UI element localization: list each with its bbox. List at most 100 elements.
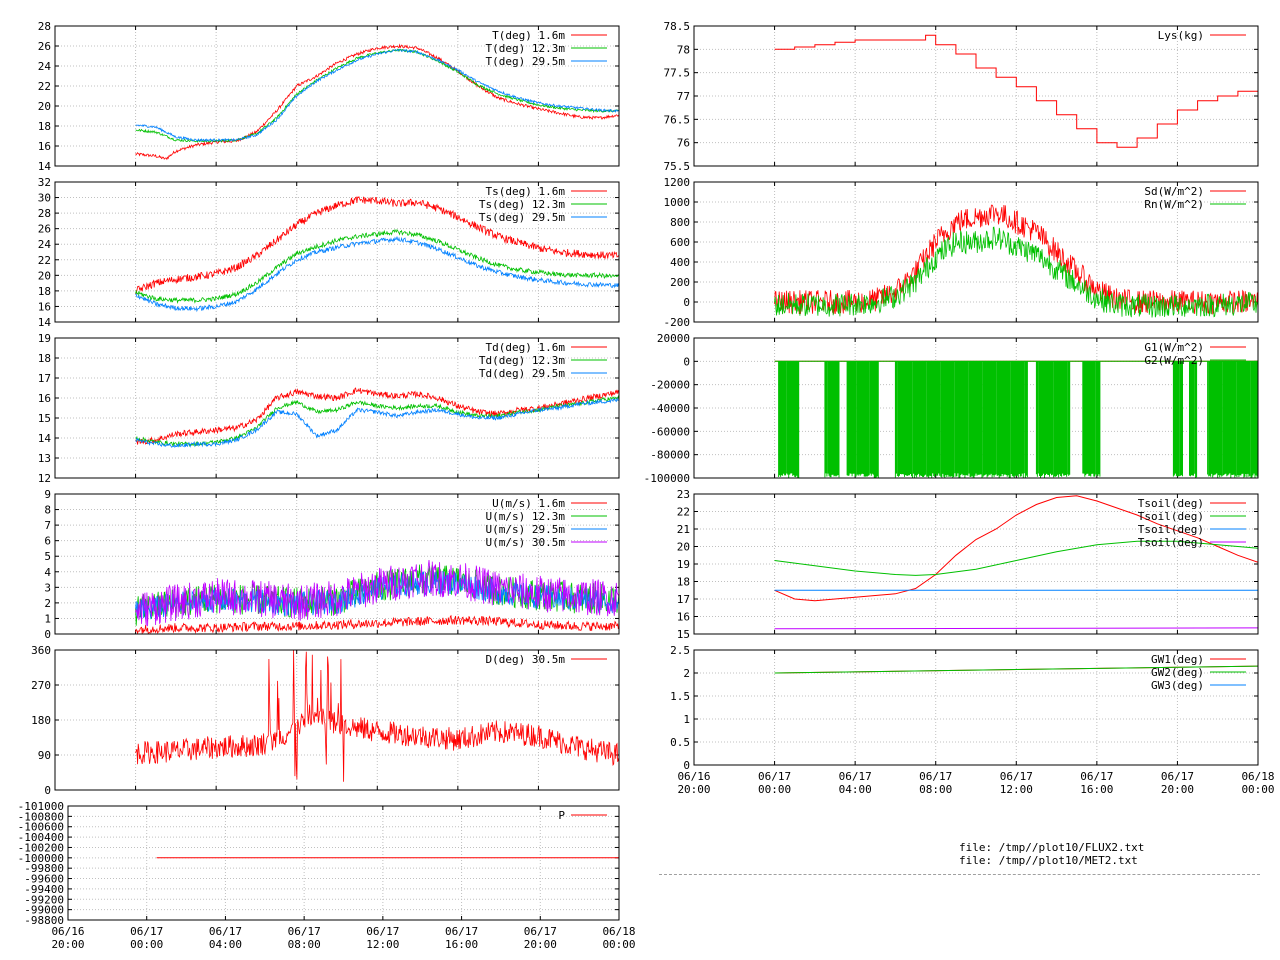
y-tick-label: 26 [38, 40, 51, 53]
y-tick-label: -100000 [644, 472, 690, 485]
y-tick-label: -99000 [24, 904, 64, 917]
y-tick-label: 360 [31, 644, 51, 657]
y-tick-label: -101000 [18, 800, 64, 813]
x-tick-time: 20:00 [1161, 783, 1194, 796]
legend-label: U(m/s) 12.3m [486, 510, 566, 523]
legend-label: Ts(deg) 1.6m [486, 185, 566, 198]
y-tick-label: 16 [38, 140, 51, 153]
y-tick-label: 26 [38, 223, 51, 236]
x-tick-time: 08:00 [919, 783, 952, 796]
chart-pressure: -101000-100800-100600-100400-100200-1000… [18, 800, 636, 951]
y-tick-label: 270 [31, 679, 51, 692]
x-tick-time: 20:00 [51, 938, 84, 951]
legend-label: G1(W/m^2) [1144, 341, 1204, 354]
y-tick-label: 7 [44, 519, 51, 532]
legend-label: Tsoil(deg) [1138, 497, 1204, 510]
y-tick-label: 21 [677, 523, 690, 536]
y-tick-label: 32 [38, 176, 51, 189]
plot-frame [67, 805, 620, 921]
plot-frame [54, 181, 620, 323]
y-tick-label: 16 [38, 392, 51, 405]
legend-label: P [558, 809, 565, 822]
x-tick-date: 06/17 [445, 925, 478, 938]
y-tick-label: 28 [38, 207, 51, 220]
x-tick-date: 06/17 [919, 770, 952, 783]
y-tick-label: 77 [677, 90, 690, 103]
y-tick-label: 24 [38, 60, 52, 73]
y-tick-label: 22 [38, 80, 51, 93]
y-tick-label: 0 [683, 759, 690, 772]
x-tick-date: 06/17 [366, 925, 399, 938]
y-tick-label: 180 [31, 714, 51, 727]
x-tick-date: 06/16 [677, 770, 710, 783]
x-tick-date: 06/17 [1080, 770, 1113, 783]
y-tick-label: -100200 [18, 841, 64, 854]
legend-label: Td(deg) 12.3m [479, 354, 565, 367]
series-soil_temperature-0 [774, 495, 1258, 602]
x-tick-time: 16:00 [1080, 783, 1113, 796]
y-tick-label: 3 [44, 581, 51, 594]
file-label-flux: file: /tmp//plot10/FLUX2.txt [959, 841, 1145, 854]
plot-frame [693, 181, 1259, 323]
y-tick-label: 12 [38, 472, 51, 485]
y-tick-label: 14 [38, 316, 52, 329]
series-temperature-1 [135, 48, 619, 143]
y-tick-label: 78.5 [664, 20, 691, 33]
x-tick-date: 06/18 [602, 925, 635, 938]
x-tick-date: 06/17 [209, 925, 242, 938]
legend-label: Tsoil(deg) [1138, 510, 1204, 523]
x-tick-date: 06/17 [1000, 770, 1033, 783]
series-soil_heat_flux-1 [774, 360, 1258, 478]
y-tick-label: 30 [38, 192, 51, 205]
y-tick-label: 15 [38, 412, 51, 425]
legend-label: Lys(kg) [1158, 29, 1204, 42]
y-tick-label: 28 [38, 20, 51, 33]
y-tick-label: 18 [677, 576, 690, 589]
y-tick-label: 75.5 [664, 160, 691, 173]
y-tick-label: 600 [670, 236, 690, 249]
y-tick-label: -100800 [18, 810, 64, 823]
y-tick-label: 0.5 [670, 736, 690, 749]
y-tick-label: -99800 [24, 862, 64, 875]
x-tick-time: 20:00 [677, 783, 710, 796]
plot-frame [693, 337, 1259, 479]
y-tick-label: 16 [677, 611, 690, 624]
legend-label: T(deg) 29.5m [486, 55, 566, 68]
legend-label: D(deg) 30.5m [486, 653, 566, 666]
y-tick-label: -80000 [650, 449, 690, 462]
y-tick-label: -100600 [18, 821, 64, 834]
x-tick-time: 20:00 [524, 938, 557, 951]
file-label-met: file: /tmp//plot10/MET2.txt [959, 854, 1138, 867]
y-tick-label: 76 [677, 137, 690, 150]
y-tick-label: 20000 [657, 332, 690, 345]
chart-mass: 75.5 76 76.5 77 77.5 78 78.5 Lys(kg) [664, 20, 1259, 173]
y-tick-label: 78 [677, 43, 690, 56]
y-tick-label: 14 [38, 432, 52, 445]
y-tick-label: -20000 [650, 379, 690, 392]
y-tick-label: 77.5 [664, 67, 691, 80]
legend-label: T(deg) 12.3m [486, 42, 566, 55]
y-tick-label: 4 [44, 566, 51, 579]
y-tick-label: -100000 [18, 852, 64, 865]
series-sonic_temperature-2 [135, 236, 619, 313]
x-tick-date: 06/17 [524, 925, 557, 938]
legend-label: U(m/s) 30.5m [486, 536, 566, 549]
y-tick-label: 20 [38, 269, 51, 282]
y-tick-label: 2.5 [670, 644, 690, 657]
y-tick-label: 1000 [664, 196, 691, 209]
legend-label: U(m/s) 1.6m [492, 497, 565, 510]
x-tick-time: 00:00 [1241, 783, 1274, 796]
y-tick-label: 18 [38, 285, 51, 298]
y-tick-label: 1 [683, 713, 690, 726]
y-tick-label: 13 [38, 452, 51, 465]
series-sonic_temperature-1 [135, 228, 619, 305]
divider-line [659, 874, 1260, 875]
plot-frame [54, 337, 620, 479]
chart-temperature: 14 16 18 20 22 24 26 28 T(deg) 1.6mT(deg) 12.3mT… [38, 20, 620, 173]
legend-label: Sd(W/m^2) [1144, 185, 1204, 198]
y-tick-label: 23 [677, 488, 690, 501]
y-tick-label: -99400 [24, 883, 64, 896]
y-tick-label: 15 [677, 628, 690, 641]
